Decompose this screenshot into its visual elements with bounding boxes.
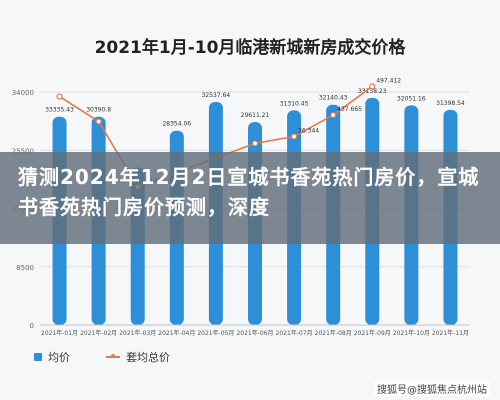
bar-data-label: 33335.43	[45, 107, 74, 114]
x-tick-label: 2021年-09月	[354, 329, 391, 337]
bar-data-label: 31310.45	[280, 100, 309, 107]
y-tick-label: 25500	[12, 147, 34, 155]
legend-item-total: 套均总价	[106, 349, 170, 365]
line-data-label: 497.412	[376, 77, 401, 84]
legend-item-avg: 均价	[34, 349, 70, 365]
x-tick-label: 2021年-10月	[393, 329, 430, 337]
legend: 均价 套均总价	[34, 349, 170, 365]
bar-data-label: 29611.21	[241, 112, 270, 119]
bar-data-label: 30390.8	[86, 107, 111, 114]
line-point	[95, 118, 102, 125]
line-point	[56, 93, 63, 100]
x-tick-label: 2021年-03月	[119, 329, 156, 337]
watermark: 搜狐号@搜狐焦点杭州站	[374, 381, 490, 396]
x-tick-label: 2021年-11月	[432, 329, 469, 337]
legend-swatch-bar	[34, 353, 42, 361]
legend-label-total: 套均总价	[126, 351, 170, 364]
x-tick-label: 2021年-08月	[315, 329, 352, 337]
line-point	[369, 83, 376, 90]
headline-text: 猜测2024年12月2日宣城书香苑热门房价，宣城书香苑热门房价预测，深度	[18, 165, 480, 219]
y-tick-label: 34000	[12, 89, 34, 97]
line-point	[251, 140, 259, 147]
chart-title: 2021年1月-10月临港新城新房成交价格	[94, 38, 406, 58]
x-tick-label: 2021年-04月	[158, 329, 195, 337]
line-point	[290, 133, 298, 140]
x-tick-label: 2021年-05月	[197, 329, 234, 337]
x-tick-label: 2021年-01月	[41, 329, 78, 337]
y-tick-label: 0	[30, 322, 34, 330]
x-tick-label: 2021年-07月	[276, 329, 313, 337]
bar-data-label: 31398.54	[436, 100, 465, 107]
x-tick-label: 2021年-02月	[80, 329, 117, 337]
bar-data-label: 32051.16	[397, 95, 426, 102]
bar-data-label: 32140.43	[319, 95, 348, 102]
bar-data-label: 28354.06	[162, 121, 191, 128]
legend-label-avg: 均价	[48, 351, 70, 364]
bar-data-label: 33138.23	[358, 88, 387, 95]
y-tick-label: 8500	[16, 264, 34, 272]
line-data-label: 26.344	[298, 128, 319, 135]
x-tick-label: 2021年-06月	[236, 329, 273, 337]
line-data-label: 437.665	[337, 106, 362, 113]
legend-swatch-line	[106, 354, 120, 358]
line-point	[330, 111, 337, 119]
bar-data-label: 32537.64	[202, 92, 231, 99]
headline-overlay	[0, 152, 500, 244]
